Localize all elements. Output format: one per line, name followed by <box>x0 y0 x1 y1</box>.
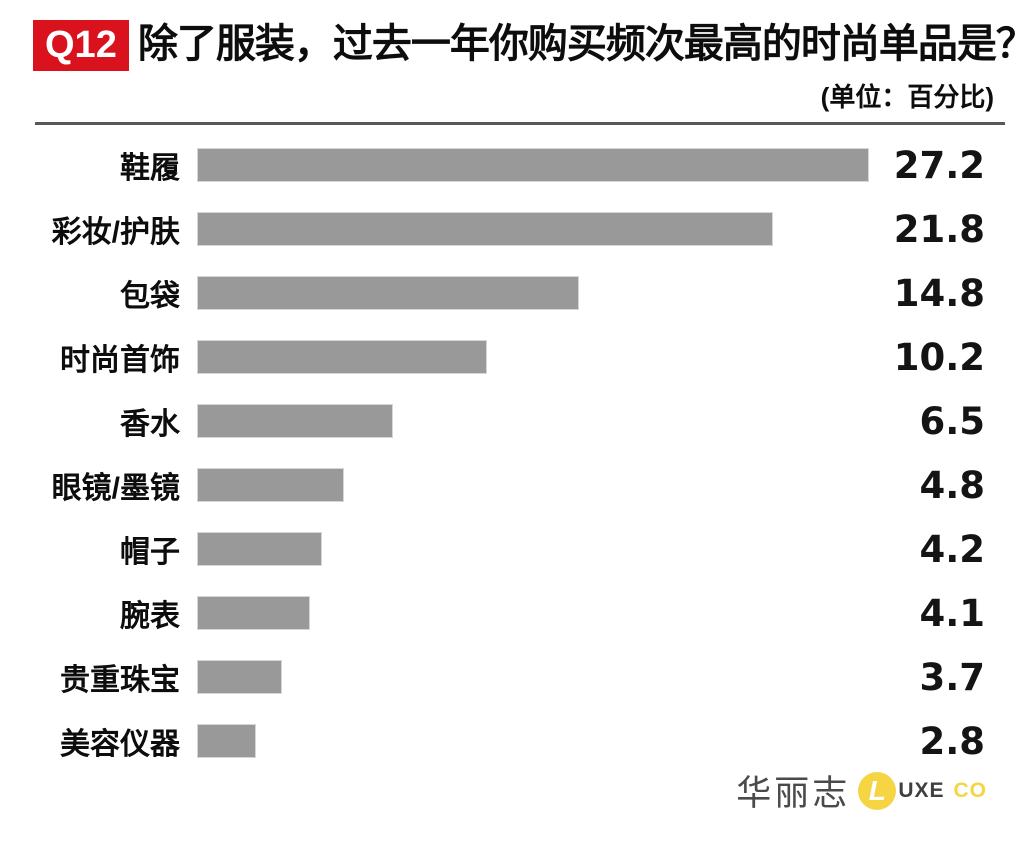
chart-row: 包袋 14.8 <box>0 261 1024 325</box>
brand-logo-chinese-text: 华丽志 <box>736 774 851 813</box>
page-title: 除了服装，过去一年你购买频次最高的时尚单品是？ <box>137 22 1024 66</box>
category-label: 眼镜/墨镜 <box>51 472 180 505</box>
category-label: 美容仪器 <box>60 728 180 761</box>
category-label: 腕表 <box>120 600 180 633</box>
category-label: 香水 <box>120 408 180 441</box>
bar-track <box>197 148 869 182</box>
bar-track <box>197 276 869 310</box>
chart-row: 帽子 4.2 <box>0 517 1024 581</box>
question-number-badge: Q12 <box>33 20 129 71</box>
bar-track <box>197 212 869 246</box>
value-label: 4.1 <box>919 591 985 635</box>
chart-row: 时尚首饰 10.2 <box>0 325 1024 389</box>
chart-row: 彩妆/护肤 21.8 <box>0 197 1024 261</box>
category-label: 彩妆/护肤 <box>51 216 180 249</box>
bar <box>197 148 869 182</box>
bar <box>197 468 344 502</box>
bar-track <box>197 340 869 374</box>
category-label: 包袋 <box>120 280 180 313</box>
chart-row: 香水 6.5 <box>0 389 1024 453</box>
bar-track <box>197 404 869 438</box>
value-label: 2.8 <box>919 719 985 763</box>
value-label: 21.8 <box>893 207 985 251</box>
value-label: 4.8 <box>919 463 985 507</box>
chart-row: 眼镜/墨镜 4.8 <box>0 453 1024 517</box>
unit-note: (单位：百分比) <box>820 82 994 112</box>
bar-track <box>197 532 869 566</box>
bar-track <box>197 596 869 630</box>
category-label: 帽子 <box>120 536 180 569</box>
bar <box>197 404 393 438</box>
chart-row: 美容仪器 2.8 <box>0 709 1024 773</box>
chart-row: 腕表 4.1 <box>0 581 1024 645</box>
category-label: 时尚首饰 <box>60 344 180 377</box>
value-label: 14.8 <box>893 271 985 315</box>
brand-logo-l-icon: L <box>858 771 897 810</box>
category-label: 贵重珠宝 <box>60 664 180 697</box>
bar <box>197 660 282 694</box>
bar <box>197 724 256 758</box>
value-label: 6.5 <box>919 399 985 443</box>
bar-track <box>197 660 869 694</box>
brand-logo: 华丽志 L UXE CO <box>736 765 987 816</box>
value-label: 27.2 <box>893 143 985 187</box>
chart-row: 贵重珠宝 3.7 <box>0 645 1024 709</box>
header: Q12 除了服装，过去一年你购买频次最高的时尚单品是？ <box>33 20 1024 71</box>
bar-track <box>197 724 869 758</box>
value-label: 3.7 <box>919 655 985 699</box>
bar-track <box>197 468 869 502</box>
category-label: 鞋履 <box>120 152 180 185</box>
value-label: 4.2 <box>919 527 985 571</box>
bar <box>197 212 773 246</box>
bar <box>197 596 310 630</box>
chart-row: 鞋履 27.2 <box>0 133 1024 197</box>
brand-logo-co-text: CO <box>953 778 987 802</box>
bar <box>197 340 487 374</box>
value-label: 10.2 <box>893 335 985 379</box>
header-divider <box>35 122 1005 125</box>
bar-chart: 鞋履 27.2 彩妆/护肤 21.8 包袋 14.8 时尚首饰 10.2 香水 6.5 眼镜/墨镜 4… <box>0 133 1024 773</box>
brand-logo-latin-text: UXE <box>898 778 945 802</box>
bar <box>197 532 322 566</box>
bar <box>197 276 579 310</box>
